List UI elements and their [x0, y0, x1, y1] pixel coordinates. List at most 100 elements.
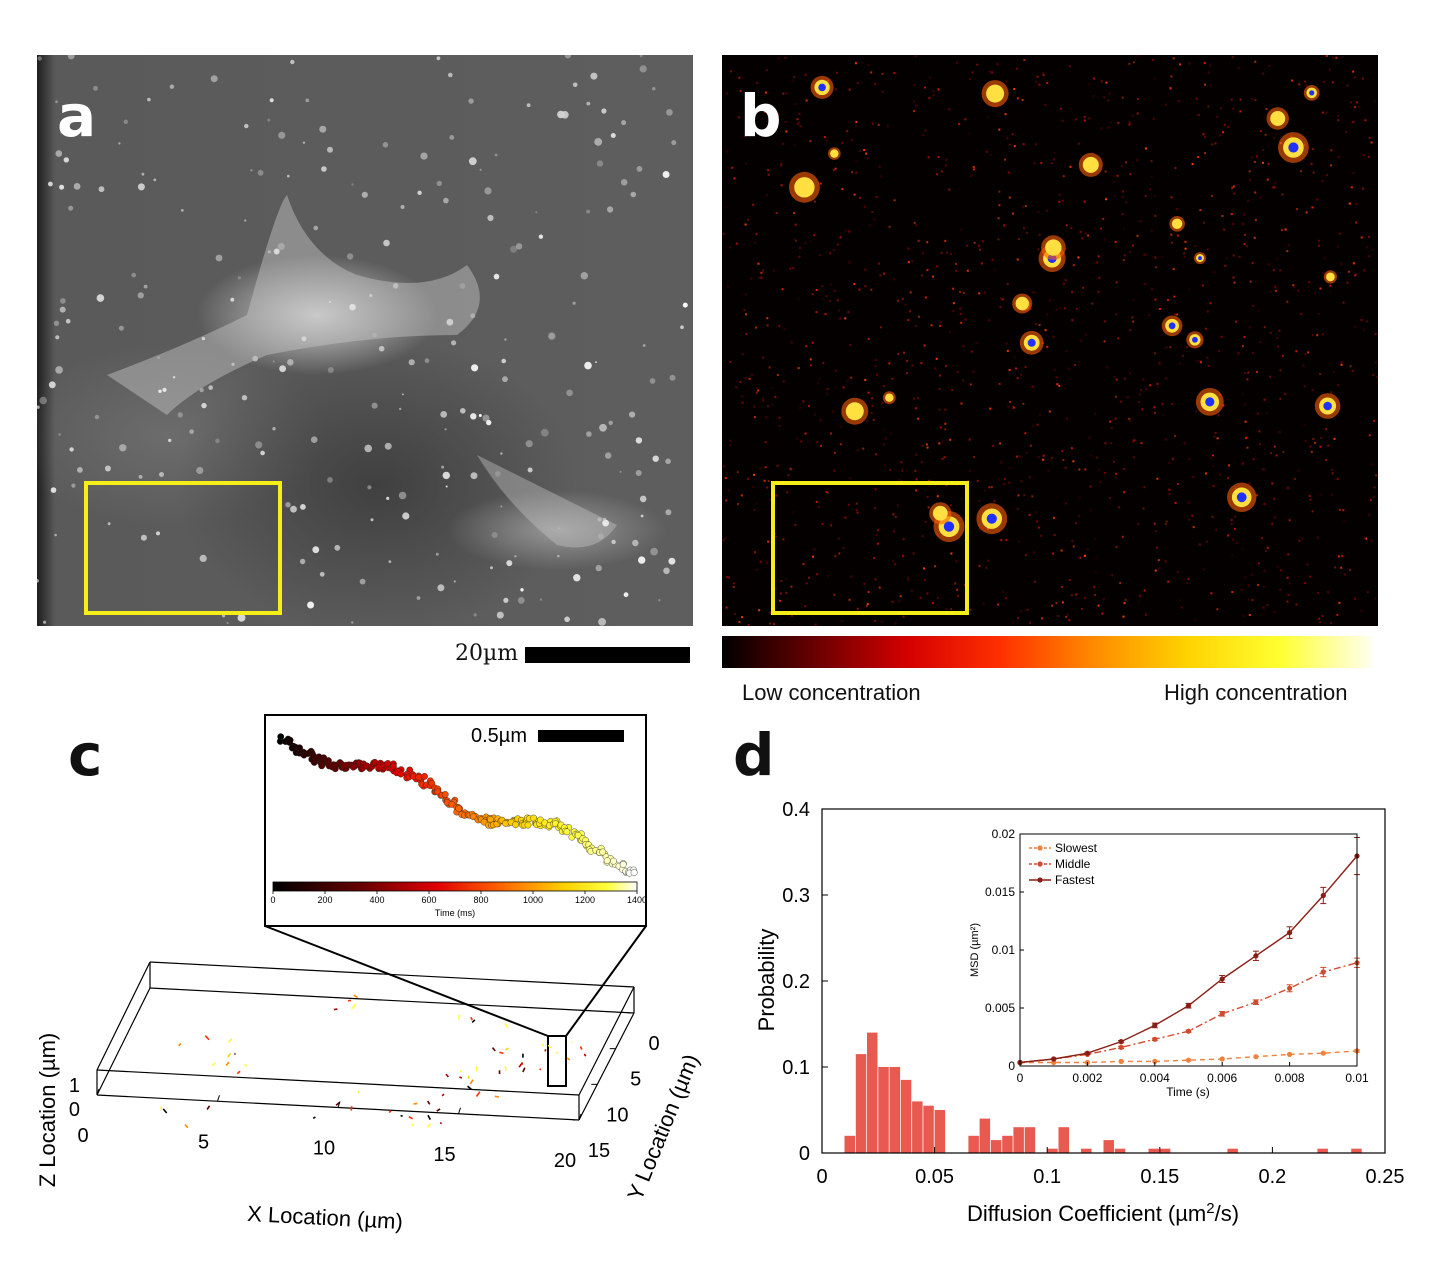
speckle — [882, 443, 885, 446]
x-tick-label: 10 — [313, 1138, 335, 1160]
bright-vesicle — [623, 592, 629, 598]
speckle — [901, 469, 903, 472]
speckle — [1237, 352, 1240, 355]
histogram-x-label: Diffusion Coefficient (µm2/s) — [967, 1200, 1239, 1227]
histogram-bar — [1159, 1148, 1171, 1153]
speckle — [949, 504, 952, 507]
speckle — [1021, 99, 1024, 101]
speckle — [764, 441, 767, 444]
speckle — [778, 599, 781, 602]
speckle — [1155, 546, 1158, 549]
bright-vesicle — [436, 56, 441, 61]
speckle — [780, 184, 783, 187]
speckle — [1350, 101, 1353, 104]
speckle — [991, 71, 994, 74]
speckle — [1204, 152, 1206, 155]
speckle — [1340, 363, 1343, 366]
speckle — [738, 76, 741, 79]
speckle — [1139, 594, 1142, 597]
bright-vesicle — [349, 303, 356, 311]
speckle — [763, 479, 766, 482]
speckle — [1216, 437, 1219, 440]
speckle — [1368, 513, 1371, 516]
speckle — [1257, 583, 1260, 586]
speckle — [1157, 559, 1160, 562]
speckle — [888, 225, 891, 228]
speckle — [1352, 70, 1355, 73]
time-tick-label: 1000 — [523, 895, 543, 905]
speckle — [1052, 552, 1055, 555]
x-axis-label: X Location (µm) — [247, 1201, 404, 1234]
speckle — [1269, 331, 1272, 334]
speckle — [938, 387, 941, 390]
bright-vesicle — [278, 131, 286, 139]
speckle — [969, 608, 972, 611]
speckle — [849, 343, 852, 346]
bright-vesicle — [302, 141, 306, 144]
speckle — [1251, 352, 1254, 354]
hotspot — [885, 393, 894, 402]
speckle — [1104, 442, 1107, 445]
speckle — [1184, 240, 1187, 243]
speckle — [776, 464, 779, 467]
speckle — [1132, 456, 1135, 459]
speckle — [1156, 477, 1159, 480]
speckle — [1335, 56, 1338, 59]
speckle — [777, 57, 780, 60]
inset-trajectory — [276, 733, 638, 877]
speckle — [1241, 393, 1244, 396]
speckle — [855, 160, 858, 162]
bright-vesicle — [566, 389, 573, 397]
speckle — [769, 611, 772, 614]
bright-vesicle — [535, 211, 538, 214]
speckle — [856, 449, 859, 452]
trajectory-point — [415, 773, 423, 781]
speckle — [1331, 81, 1334, 84]
speckle — [1242, 223, 1245, 225]
speckle — [766, 486, 769, 489]
bright-vesicle — [328, 300, 332, 303]
inset-scale-bar — [538, 730, 624, 742]
speckle — [1279, 588, 1282, 591]
time-colorbar-label: Time (ms) — [435, 908, 475, 918]
bright-vesicle — [388, 560, 392, 563]
histogram-x-tick-label: 0.25 — [1366, 1166, 1405, 1188]
bright-vesicle — [215, 438, 220, 444]
speckle — [1194, 245, 1197, 248]
speckle — [984, 489, 987, 492]
bright-vesicle — [137, 292, 144, 299]
trajectory-segment — [471, 1019, 476, 1023]
inset-scale-label: 0.5µm — [471, 725, 527, 747]
speckle — [1218, 350, 1221, 353]
speckle — [1020, 480, 1023, 483]
speckle — [1137, 98, 1139, 100]
speckle — [1015, 367, 1017, 370]
speckle — [804, 242, 807, 245]
speckle — [1020, 610, 1023, 613]
speckle — [1165, 103, 1168, 106]
bright-vesicle — [451, 340, 457, 346]
speckle — [1121, 195, 1124, 198]
speckle — [1088, 117, 1091, 120]
speckle — [838, 309, 840, 312]
speckle — [831, 410, 834, 413]
speckle — [770, 130, 773, 133]
bright-vesicle — [158, 389, 162, 393]
speckle — [1349, 365, 1352, 368]
msd-y-tick-label: 0.005 — [985, 1001, 1015, 1015]
speckle — [777, 113, 780, 116]
msd-point — [1118, 1039, 1124, 1045]
msd-point — [1287, 985, 1293, 991]
speckle — [1064, 466, 1067, 469]
speckle — [1361, 187, 1364, 190]
bright-vesicle — [401, 393, 404, 396]
histogram-bar — [1351, 1148, 1362, 1153]
speckle — [935, 357, 938, 360]
speckle — [910, 589, 913, 592]
speckle — [886, 125, 889, 128]
speckle — [729, 246, 732, 249]
speckle — [795, 239, 798, 242]
speckle — [856, 607, 859, 610]
bright-vesicle — [473, 613, 477, 617]
speckle — [1330, 493, 1333, 496]
